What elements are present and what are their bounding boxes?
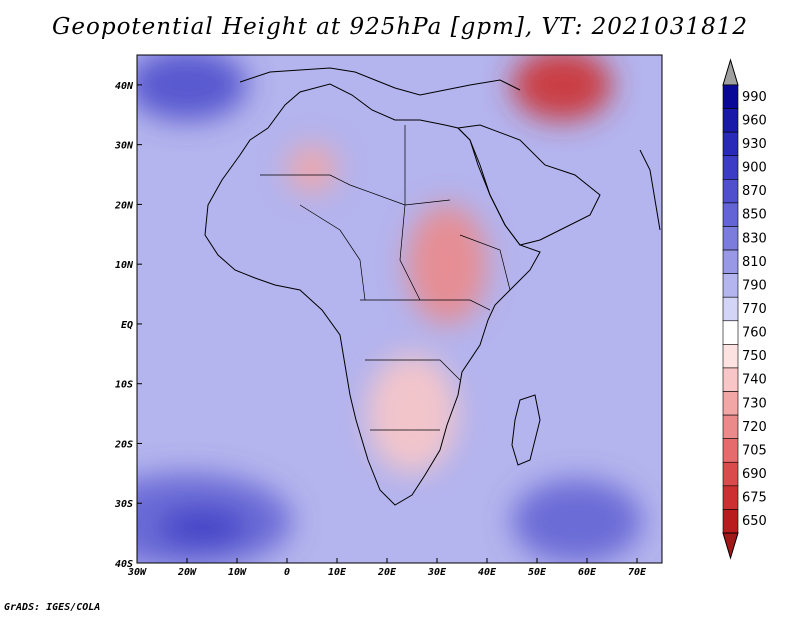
colorbar-label: 650	[742, 514, 767, 529]
border-equator	[360, 299, 491, 311]
colorbar-swatch	[722, 155, 739, 180]
colorbar-label: 740	[742, 373, 767, 388]
colorbar-label: 810	[742, 255, 767, 270]
lat-tick-label: EQ	[121, 320, 133, 331]
lon-tick-label: 70E	[628, 567, 647, 578]
lon-tick-label: 40E	[478, 567, 497, 578]
lon-tick-label: 30W	[127, 567, 147, 578]
colorbar-swatch	[722, 391, 739, 416]
colorbar-label: 850	[742, 208, 767, 223]
map-plot-area	[137, 55, 662, 563]
colorbar-swatch	[722, 509, 739, 534]
colorbar-label: 830	[742, 231, 767, 246]
madagascar-coastline	[511, 394, 541, 466]
height-field	[137, 55, 642, 563]
colorbar-label: 930	[742, 137, 767, 152]
colorbar-label: 900	[742, 161, 767, 176]
colorbar-swatch	[722, 320, 739, 345]
border-west	[299, 204, 366, 301]
field-north-atlantic	[137, 55, 247, 121]
footer-credit: GrADS: IGES/COLA	[4, 602, 101, 613]
colorbar-label: 790	[742, 278, 767, 293]
field-southern-africa-low	[367, 353, 457, 474]
africa-coastline	[204, 83, 541, 506]
india-coastline	[639, 149, 661, 231]
lat-tick-label: 30S	[114, 499, 133, 510]
colorbar-swatch	[722, 461, 739, 487]
colorbar-label: 720	[742, 420, 767, 435]
latitude-ticks: 40N 30N 20N 10N EQ 10S 20S 30S 40S	[114, 81, 142, 570]
border-central	[399, 125, 421, 301]
colorbar-swatch	[722, 131, 739, 157]
colorbar-under-arrow	[722, 532, 739, 560]
colorbar-swatch	[722, 367, 739, 392]
field-sahara-low	[287, 144, 337, 193]
lon-tick-label: 10E	[328, 567, 347, 578]
colorbar-over-arrow	[722, 58, 739, 86]
colorbar-swatch	[722, 226, 739, 251]
lon-tick-label: 10W	[228, 567, 247, 578]
border-horn	[459, 234, 511, 291]
lat-tick-label: 30N	[114, 141, 134, 152]
colorbar-label: 750	[742, 349, 767, 364]
colorbar-swatch	[722, 249, 739, 274]
country-borders	[260, 125, 511, 431]
lat-tick-label: 20S	[114, 439, 133, 450]
colorbar-label: 960	[742, 113, 767, 128]
colorbar-swatch	[722, 273, 739, 298]
border-south-central	[365, 359, 461, 381]
colorbar-swatch	[722, 108, 739, 133]
lon-tick-label: 0	[284, 567, 290, 578]
colorbar-label: 770	[742, 302, 767, 317]
colorbar-swatch	[722, 296, 739, 322]
longitude-ticks: 30W 20W 10W 0 10E 20E 30E 40E 50E 60E 70E	[127, 558, 647, 578]
colorbar: 990 960 930 900 870 850 830 810 790 770 760 750 740 7…	[722, 58, 767, 560]
coastlines	[204, 67, 661, 506]
colorbar-swatch	[722, 414, 739, 439]
lat-tick-label: 40S	[115, 559, 133, 570]
border-sahel	[260, 174, 451, 206]
colorbar-swatch	[722, 485, 739, 510]
colorbar-label: 730	[742, 396, 767, 411]
field-south-indian-high	[512, 479, 642, 563]
colorbar-label: 990	[742, 90, 767, 105]
lat-tick-label: 20N	[114, 200, 134, 211]
lon-tick-label: 20W	[177, 567, 197, 578]
colorbar-swatch	[722, 84, 739, 109]
lon-tick-label: 20E	[377, 567, 397, 578]
colorbar-label: 675	[742, 491, 767, 506]
map-title: Geopotential Height at 925hPa [gpm], VT:…	[52, 14, 748, 40]
colorbar-label: 870	[742, 184, 767, 199]
europe-coastline	[239, 67, 521, 96]
field-south-atlantic-core	[157, 509, 247, 546]
colorbar-label: 690	[742, 467, 767, 482]
colorbar-swatch	[722, 344, 739, 369]
lat-tick-label: 10S	[115, 380, 133, 391]
colorbar-label: 760	[742, 326, 767, 341]
plot-frame	[136, 54, 663, 564]
field-east-africa-low	[407, 204, 487, 324]
lat-tick-label: 40N	[115, 81, 134, 92]
lon-tick-label: 30E	[427, 567, 447, 578]
arabia-coastline	[456, 124, 601, 246]
colorbar-swatch	[722, 438, 739, 463]
lat-tick-label: 10N	[115, 260, 134, 271]
colorbar-swatch	[722, 179, 739, 204]
lon-tick-label: 60E	[578, 567, 597, 578]
lon-tick-label: 50E	[528, 567, 547, 578]
colorbar-swatch	[722, 202, 739, 227]
colorbar-label: 705	[742, 443, 767, 458]
field-middle-east-low	[512, 55, 612, 121]
